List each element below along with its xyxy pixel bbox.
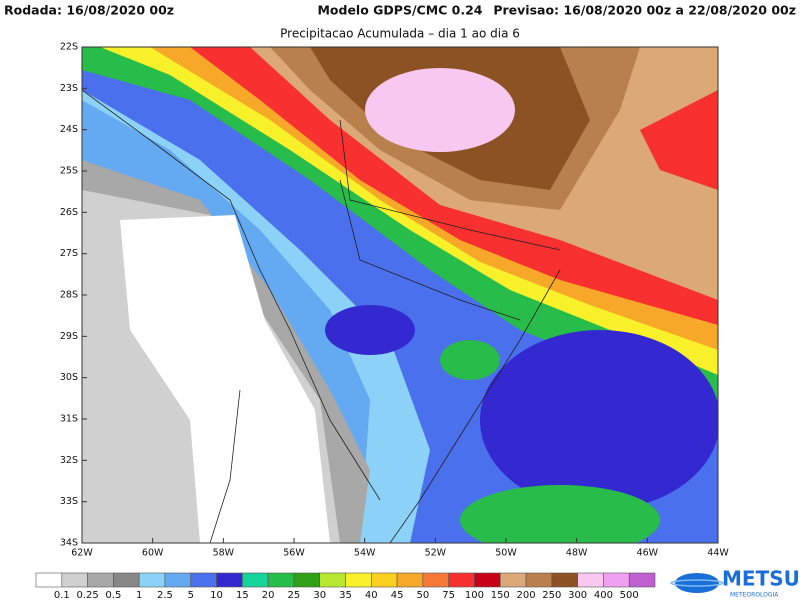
legend-label: 500: [620, 590, 639, 601]
legend-swatch: [577, 572, 604, 588]
lon-label: 60W: [142, 548, 164, 559]
forecast-label: Previsao: 16/08/2020 00z a 22/08/2020 00…: [493, 3, 796, 18]
legend-swatch: [190, 572, 217, 588]
lat-label: 31S: [60, 414, 78, 425]
legend-swatch: [113, 572, 140, 588]
legend-label: 150: [491, 590, 510, 601]
legend-label: 100: [465, 590, 484, 601]
legend-label: 75: [442, 590, 455, 601]
legend-swatch: [448, 572, 475, 588]
lon-label: 58W: [213, 548, 235, 559]
lat-label: 30S: [60, 372, 78, 383]
lat-label: 24S: [60, 124, 78, 135]
legend-swatch: [628, 572, 656, 588]
legend-label: 10: [210, 590, 223, 601]
legend-swatch: [87, 572, 114, 588]
legend-swatch: [551, 572, 578, 588]
legend-label: 0.1: [54, 590, 70, 601]
legend-label: 35: [339, 590, 352, 601]
legend-label: 250: [542, 590, 561, 601]
legend: 0.1 0.25 0.5 1 2.5 5 10 15 20 25 30 35 40 45 50 75 100 15…: [35, 572, 656, 601]
legend-swatch: [35, 572, 63, 588]
logo-tagline: METEOROLOGIA: [730, 592, 779, 599]
precipitation-map: [82, 47, 718, 543]
legend-label: 400: [594, 590, 613, 601]
legend-swatch: [345, 572, 372, 588]
legend-swatch: [319, 572, 346, 588]
legend-swatch: [164, 572, 192, 588]
legend-swatch: [474, 572, 501, 588]
lat-label: 29S: [60, 331, 78, 342]
legend-swatch: [138, 572, 166, 588]
legend-label: 200: [516, 590, 535, 601]
lon-label: 44W: [707, 548, 729, 559]
legend-label: 25: [288, 590, 301, 601]
run-label: Rodada: 16/08/2020 00z: [4, 3, 174, 18]
legend-swatch: [422, 572, 449, 588]
legend-swatch: [216, 572, 243, 588]
subtitle: Precipitacao Acumulada – dia 1 ao dia 6: [280, 27, 520, 41]
legend-label: 1: [136, 590, 142, 601]
lon-label: 56W: [283, 548, 305, 559]
legend-swatch: [267, 572, 295, 588]
legend-swatch: [603, 572, 630, 588]
legend-label: 45: [391, 590, 404, 601]
lat-label: 22S: [60, 42, 78, 53]
legend-label: 50: [417, 590, 430, 601]
lon-label: 52W: [425, 548, 447, 559]
lat-label: 27S: [60, 248, 78, 259]
legend-label: 0.5: [105, 590, 121, 601]
legend-swatch: [370, 572, 398, 588]
lat-label: 25S: [60, 166, 78, 177]
legend-swatch: [499, 572, 527, 588]
logo-name: METSUL: [722, 567, 800, 591]
legend-swatch: [396, 572, 424, 588]
legend-label: 40: [365, 590, 378, 601]
lon-label: 48W: [566, 548, 588, 559]
legend-label: 300: [568, 590, 587, 601]
lat-label: 33S: [60, 496, 78, 507]
legend-label: 2.5: [157, 590, 173, 601]
legend-swatch: [61, 572, 88, 588]
legend-label: 20: [262, 590, 275, 601]
lat-label: 28S: [60, 290, 78, 301]
lat-label: 23S: [60, 83, 78, 94]
legend-label: 30: [313, 590, 326, 601]
lon-label: 62W: [71, 548, 93, 559]
legend-label: 0.25: [76, 590, 98, 601]
lat-label: 32S: [60, 455, 78, 466]
legend-swatch: [293, 572, 321, 588]
lon-label: 46W: [637, 548, 659, 559]
legend-label: 5: [188, 590, 194, 601]
lat-label: 26S: [60, 207, 78, 218]
legend-label: 15: [236, 590, 249, 601]
lon-label: 54W: [354, 548, 376, 559]
lon-label: 50W: [495, 548, 517, 559]
logo: METSUL METEOROLOGIA: [670, 567, 800, 599]
legend-swatch: [242, 572, 269, 588]
lat-label: 34S: [60, 538, 78, 549]
legend-swatch: [525, 572, 553, 588]
model-label: Modelo GDPS/CMC 0.24: [317, 3, 482, 18]
